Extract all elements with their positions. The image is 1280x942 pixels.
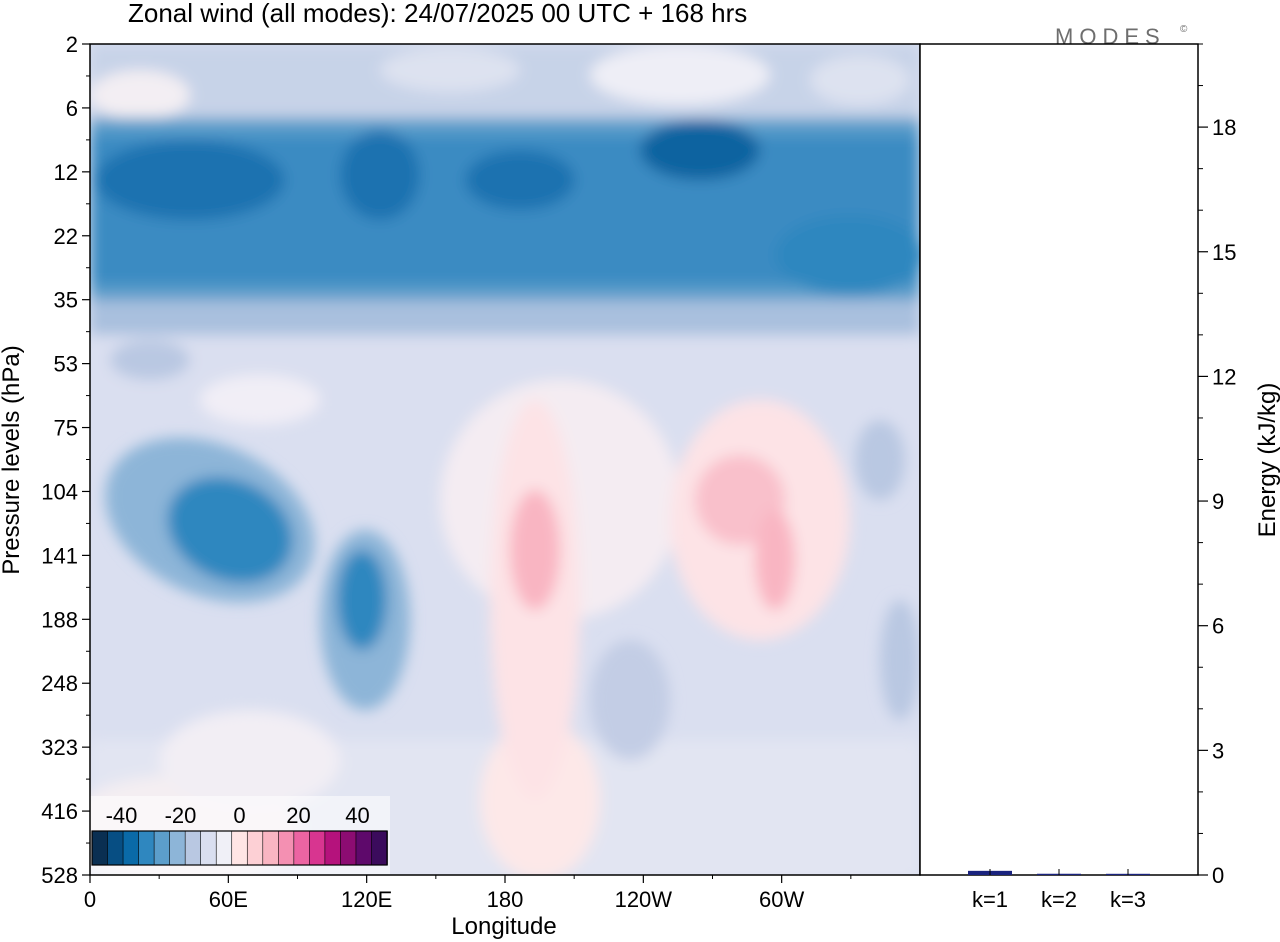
y-tick-label: 528 bbox=[41, 863, 78, 888]
y-tick-label: 248 bbox=[41, 671, 78, 696]
energy-tick-label: 18 bbox=[1212, 115, 1236, 140]
heatmap-field bbox=[90, 44, 920, 875]
energy-panel: 0 3 6 9 12 15 18 k=1 k=2 k=3 Energy (kJ/kg) bbox=[919, 43, 1280, 912]
y-tick-label: 35 bbox=[54, 288, 78, 313]
colorbar-cell bbox=[122, 830, 140, 866]
colorbar-tick-label: -40 bbox=[106, 803, 138, 828]
x-tick-label: 180 bbox=[487, 887, 524, 912]
colorbar-cell bbox=[107, 830, 124, 866]
y-tick-label: 12 bbox=[54, 160, 78, 185]
x-tick-label: 0 bbox=[84, 887, 96, 912]
energy-tick-label: 0 bbox=[1212, 863, 1224, 888]
colorbar: -40 -20 0 20 40 bbox=[91, 803, 388, 866]
colorbar-cell bbox=[91, 830, 109, 866]
chart-title: Zonal wind (all modes): 24/07/2025 00 UT… bbox=[128, 0, 747, 28]
energy-ylabel: Energy (kJ/kg) bbox=[1254, 383, 1280, 538]
energy-category-label: k=2 bbox=[1041, 887, 1077, 912]
colorbar-cells bbox=[91, 830, 388, 866]
energy-tick-label: 6 bbox=[1212, 614, 1224, 639]
y-tick-label: 75 bbox=[54, 416, 78, 441]
colorbar-cell bbox=[324, 830, 342, 866]
colorbar-tick-label: 20 bbox=[286, 803, 310, 828]
colorbar-cell bbox=[138, 830, 155, 866]
energy-tick-label: 9 bbox=[1212, 489, 1224, 514]
colorbar-tick-label: 40 bbox=[345, 803, 369, 828]
colorbar-cell bbox=[355, 830, 373, 866]
pressure-axis: 2 6 12 22 35 53 75 104 141 188 248 323 416 528 bbox=[41, 32, 90, 888]
x-tick-label: 60W bbox=[759, 887, 804, 912]
colorbar-cell bbox=[309, 830, 326, 866]
colorbar-tick-label: -20 bbox=[165, 803, 197, 828]
energy-tick-label: 15 bbox=[1212, 240, 1236, 265]
x-tick-label: 120W bbox=[615, 887, 673, 912]
logo-mark: © bbox=[1180, 24, 1188, 35]
colorbar-tick-label: 0 bbox=[233, 803, 245, 828]
energy-frame bbox=[919, 43, 1199, 876]
colorbar-frame bbox=[91, 830, 388, 866]
colorbar-cell bbox=[231, 830, 249, 866]
heatmap-panel bbox=[90, 44, 920, 875]
longitude-axis: 0 60E 120E 180 120W 60W bbox=[84, 875, 852, 912]
colorbar-cell bbox=[278, 830, 295, 866]
energy-category-label: k=3 bbox=[1110, 887, 1146, 912]
xlabel: Longitude bbox=[451, 913, 556, 940]
y-tick-label: 141 bbox=[41, 543, 78, 568]
energy-axis: 0 3 6 9 12 15 18 bbox=[1198, 43, 1236, 888]
colorbar-cell bbox=[293, 830, 311, 866]
energy-categories: k=1 k=2 k=3 bbox=[972, 869, 1146, 912]
x-tick-label: 120E bbox=[341, 887, 392, 912]
y-tick-label: 416 bbox=[41, 799, 78, 824]
colorbar-labels: -40 -20 0 20 40 bbox=[106, 803, 370, 828]
y-tick-label: 22 bbox=[54, 224, 78, 249]
energy-tick-label: 12 bbox=[1212, 364, 1236, 389]
y-tick-label: 6 bbox=[66, 96, 78, 121]
colorbar-cell bbox=[371, 830, 388, 866]
x-tick-label: 60E bbox=[209, 887, 248, 912]
colorbar-cell bbox=[200, 830, 218, 866]
y-tick-label: 53 bbox=[54, 352, 78, 377]
energy-category-label: k=1 bbox=[972, 887, 1008, 912]
colorbar-cell bbox=[246, 830, 264, 866]
y-tick-label: 2 bbox=[66, 32, 78, 57]
energy-tick-label: 3 bbox=[1212, 738, 1224, 763]
y-tick-label: 188 bbox=[41, 607, 78, 632]
colorbar-cell bbox=[184, 830, 202, 866]
colorbar-cell bbox=[153, 830, 171, 866]
ylabel: Pressure levels (hPa) bbox=[0, 345, 25, 574]
y-tick-label: 323 bbox=[41, 735, 78, 760]
colorbar-cell bbox=[215, 830, 233, 866]
y-tick-label: 104 bbox=[41, 479, 78, 504]
colorbar-cell bbox=[262, 830, 280, 866]
colorbar-cell bbox=[340, 830, 357, 866]
colorbar-cell bbox=[169, 830, 186, 866]
